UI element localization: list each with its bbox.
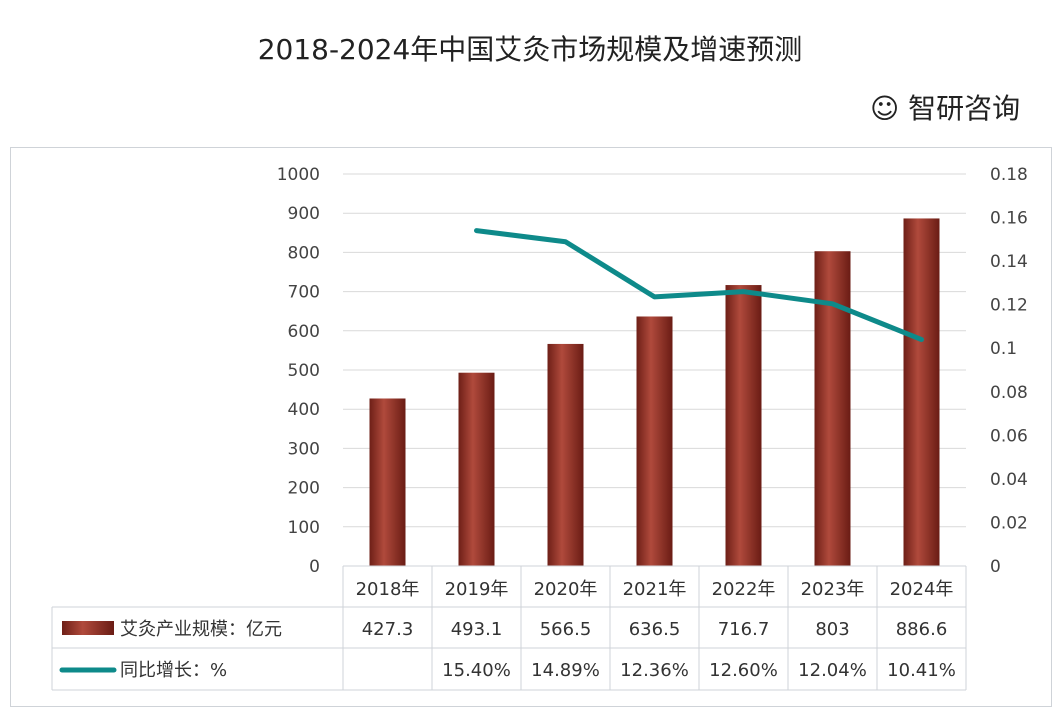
x-tick-label: 2021年 <box>623 579 687 600</box>
left-tick-label: 200 <box>288 479 320 499</box>
right-tick-label: 0.02 <box>990 513 1028 533</box>
watermark-text: 智研咨询 <box>908 92 1021 125</box>
table-cell: 427.3 <box>362 619 414 640</box>
table-cell: 12.60% <box>709 660 778 681</box>
wechat-icon: ☺ <box>870 92 900 125</box>
x-tick-label: 2019年 <box>445 579 509 600</box>
table-cell: 716.7 <box>718 619 770 640</box>
table-cell: 886.6 <box>896 619 948 640</box>
bar <box>547 343 584 566</box>
right-tick-label: 0.06 <box>990 426 1028 446</box>
bar <box>725 285 762 566</box>
left-tick-label: 100 <box>288 518 320 538</box>
left-tick-label: 400 <box>288 400 320 420</box>
left-tick-label: 500 <box>288 361 320 381</box>
legend-label: 同比增长：% <box>120 660 227 681</box>
left-tick-label: 300 <box>288 439 320 459</box>
x-tick-label: 2023年 <box>801 579 865 600</box>
left-tick-label: 0 <box>309 557 320 577</box>
left-tick-label: 800 <box>288 243 320 263</box>
x-tick-label: 2018年 <box>356 579 420 600</box>
bar <box>458 372 495 566</box>
table-cell: 12.36% <box>620 660 689 681</box>
table-cell: 14.89% <box>531 660 600 681</box>
table-cell: 566.5 <box>540 619 592 640</box>
right-tick-label: 0 <box>990 557 1001 577</box>
growth-line <box>474 228 924 343</box>
table-cell: 493.1 <box>451 619 503 640</box>
right-tick-label: 0.18 <box>990 165 1028 185</box>
watermark: ☺ 智研咨询 <box>870 92 1020 126</box>
chart-frame <box>10 147 1052 707</box>
right-tick-label: 0.16 <box>990 209 1028 229</box>
left-tick-label: 900 <box>288 204 320 224</box>
x-tick-label: 2024年 <box>890 579 954 600</box>
right-tick-label: 0.08 <box>990 383 1028 403</box>
right-tick-label: 0.12 <box>990 296 1028 316</box>
bar <box>636 316 673 566</box>
right-tick-label: 0.14 <box>990 252 1028 272</box>
bar <box>903 218 940 566</box>
chart-title: 2018-2024年中国艾灸市场规模及增速预测 <box>257 33 803 66</box>
right-tick-label: 0.1 <box>990 339 1017 359</box>
right-tick-label: 0.04 <box>990 470 1028 490</box>
table-cell: 12.04% <box>798 660 867 681</box>
bar <box>369 398 406 566</box>
table-cell: 10.41% <box>887 660 956 681</box>
legend-label: 艾灸产业规模：亿元 <box>120 619 282 640</box>
table-cell: 15.40% <box>442 660 511 681</box>
table-cell: 636.5 <box>629 619 681 640</box>
left-tick-label: 600 <box>288 322 320 342</box>
left-tick-label: 1000 <box>277 165 320 185</box>
x-tick-label: 2020年 <box>534 579 598 600</box>
table-cell: 803 <box>815 619 849 640</box>
bar <box>814 251 851 566</box>
left-tick-label: 700 <box>288 283 320 303</box>
legend-bar-swatch <box>62 621 114 635</box>
x-tick-label: 2022年 <box>712 579 776 600</box>
